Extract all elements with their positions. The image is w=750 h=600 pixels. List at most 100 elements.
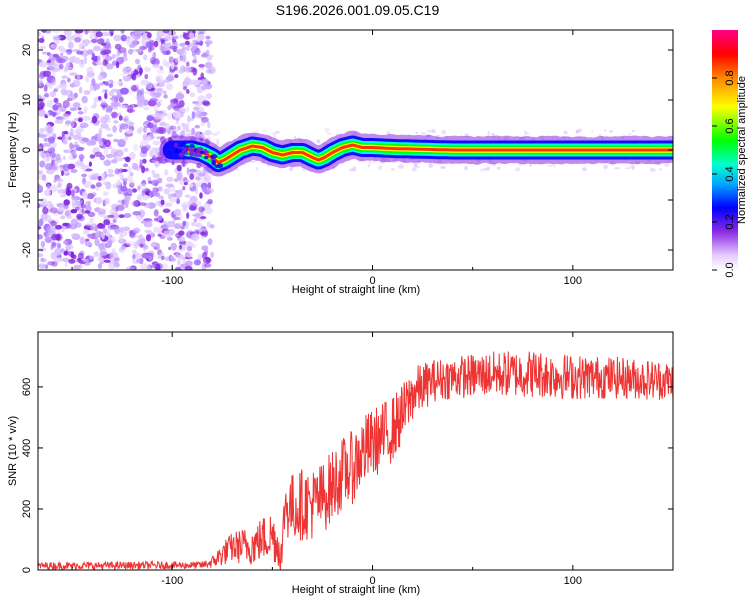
noise-speck [207, 182, 212, 189]
noise-speck [170, 61, 175, 70]
noise-speck [102, 197, 110, 206]
noise-speck [101, 89, 106, 93]
noise-speck [139, 243, 144, 248]
noise-speck [44, 264, 49, 269]
noise-speck [38, 145, 42, 153]
noise-speck [137, 185, 141, 191]
noise-speck [73, 117, 80, 122]
noise-speck [51, 142, 57, 149]
noise-speck [45, 152, 50, 158]
noise-speck [128, 44, 136, 48]
noise-speck [63, 130, 69, 135]
noise-speck [85, 75, 90, 83]
noise-speck [207, 199, 213, 205]
noise-speck [53, 35, 62, 41]
noise-speck [62, 156, 66, 160]
noise-speck [182, 55, 187, 63]
noise-speck [161, 113, 165, 118]
y-tick-label: -10 [21, 192, 33, 208]
noise-speck [110, 159, 118, 164]
noise-speck [179, 34, 183, 39]
colorbar: 0.0 0.2 0.4 0.6 0.8 Normalized spectral ampl… [712, 30, 748, 278]
noise-speck [188, 81, 194, 86]
noise-speck [183, 182, 188, 186]
noise-speck [631, 166, 635, 171]
noise-speck [113, 262, 120, 268]
noise-speck [76, 213, 83, 220]
noise-speck [160, 224, 169, 230]
noise-speck [101, 100, 107, 106]
snr-x-ticks: -100 0 100 [71, 332, 674, 587]
noise-speck [182, 179, 190, 183]
noise-speck [44, 92, 49, 98]
noise-speck [179, 42, 186, 47]
ridge-blob [211, 159, 216, 166]
noise-speck [105, 181, 112, 190]
noise-speck [107, 107, 113, 113]
noise-speck [195, 176, 201, 181]
noise-speck [205, 69, 212, 74]
noise-speck [168, 56, 174, 64]
noise-speck [142, 158, 147, 164]
noise-speck [198, 63, 205, 68]
noise-speck [61, 170, 64, 177]
noise-speck [67, 41, 74, 49]
noise-speck [127, 188, 133, 195]
noise-speck [81, 95, 88, 104]
noise-speck [192, 79, 200, 86]
noise-speck [105, 56, 113, 61]
noise-speck [156, 87, 164, 95]
noise-speck [113, 252, 119, 259]
noise-speck [83, 229, 90, 234]
noise-speck [184, 66, 192, 73]
noise-speck [90, 104, 97, 109]
noise-speck [44, 163, 53, 171]
noise-speck [123, 117, 128, 123]
noise-speck [120, 34, 127, 42]
noise-speck [46, 125, 53, 134]
noise-speck [192, 59, 198, 64]
noise-speck [50, 234, 60, 241]
noise-speck [184, 194, 191, 198]
noise-speck [47, 261, 55, 266]
noise-speck [68, 104, 75, 108]
noise-speck [56, 58, 66, 64]
noise-speck [149, 98, 159, 102]
noise-speck [144, 229, 153, 234]
noise-speck [142, 123, 147, 128]
noise-speck [199, 227, 207, 232]
ridge-blob [175, 148, 182, 153]
noise-speck [77, 111, 84, 115]
noise-speck [73, 141, 79, 145]
noise-speck [178, 189, 183, 196]
noise-speck [98, 243, 105, 250]
noise-speck [135, 166, 141, 172]
noise-speck [60, 88, 68, 96]
noise-speck [125, 194, 131, 202]
noise-speck [163, 94, 168, 99]
noise-speck [582, 166, 587, 172]
noise-speck [125, 266, 135, 270]
noise-speck [131, 188, 138, 193]
snr-x-axis-label: Height of straight line (km) [292, 584, 420, 596]
noise-speck [159, 65, 164, 71]
noise-speck [97, 75, 104, 81]
noise-speck [48, 111, 58, 116]
noise-speck [64, 262, 68, 268]
noise-speck [184, 265, 193, 270]
noise-speck [70, 92, 74, 97]
noise-speck [189, 195, 198, 204]
noise-speck [198, 172, 206, 177]
noise-speck [59, 194, 67, 198]
noise-speck [83, 56, 88, 65]
noise-speck [169, 45, 178, 50]
noise-speck [210, 251, 215, 258]
noise-speck [136, 94, 145, 103]
noise-speck [524, 130, 527, 134]
noise-speck [529, 163, 533, 167]
noise-speck [164, 169, 169, 176]
noise-speck [186, 167, 190, 176]
noise-speck [184, 252, 193, 258]
noise-speck [54, 118, 64, 124]
